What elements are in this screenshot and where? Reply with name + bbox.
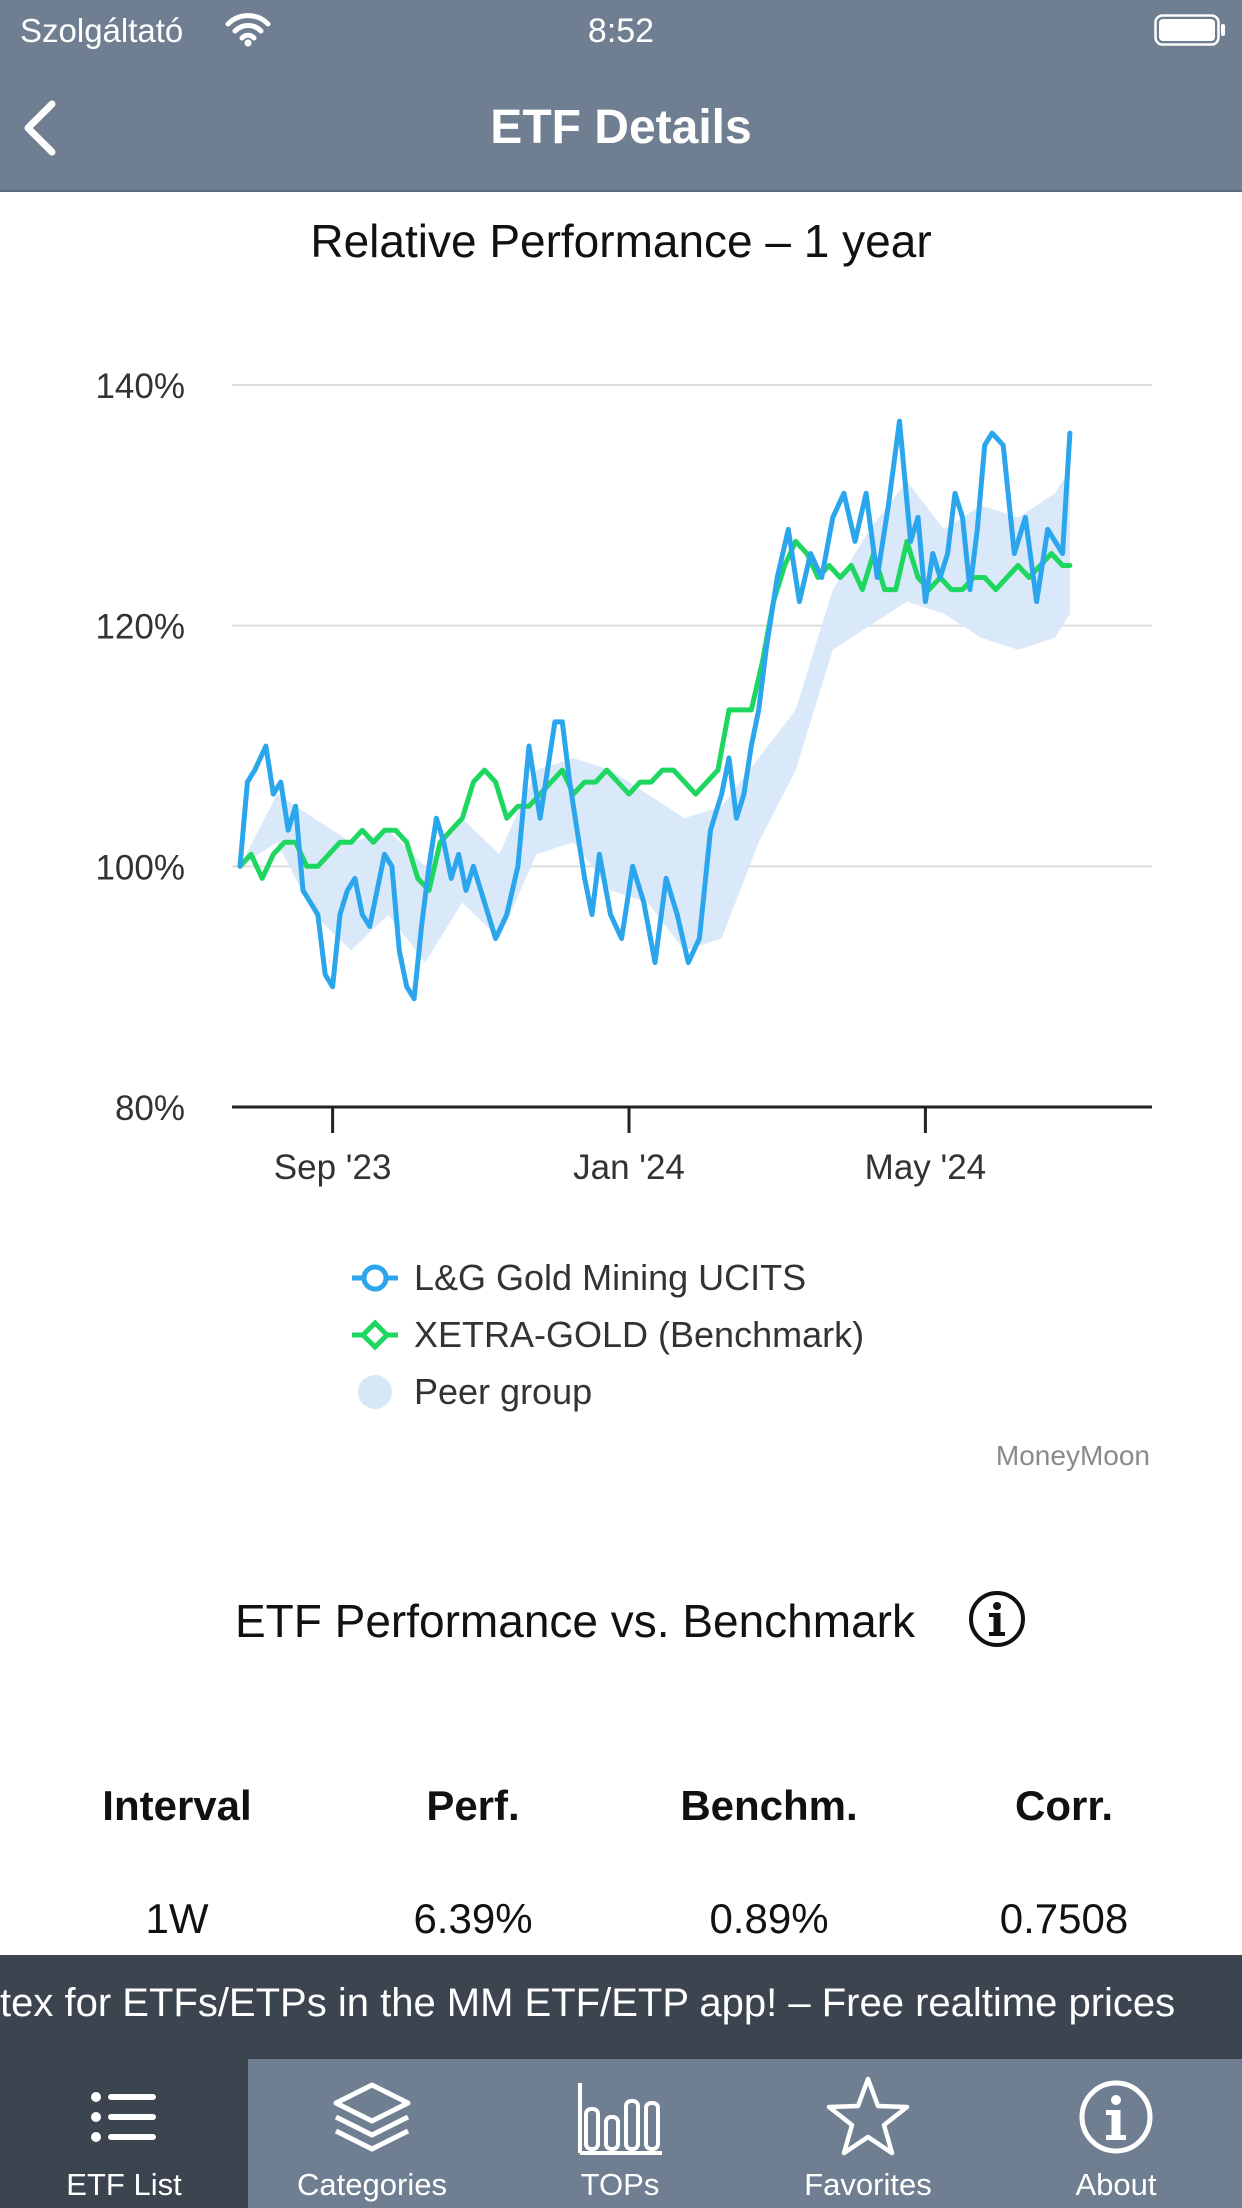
header-interval: Interval [102,1782,252,1829]
page-title: ETF Details [490,101,752,154]
table-header: Interval Perf. Benchm. Corr. [0,1782,1242,1842]
y-tick-label: 140% [95,367,185,406]
header-correlation: Corr. [1014,1782,1114,1829]
chart-title: Relative Performance – 1 year [310,215,932,267]
y-tick-label: 120% [95,608,185,647]
ticker-text: tex for ETFs/ETPs in the MM ETF/ETP app!… [0,1981,1176,2025]
y-tick-label: 80% [115,1089,185,1128]
legend-item-peer-group[interactable]: Peer group [350,1367,1050,1417]
diamond-marker-icon [352,1319,398,1351]
bar-chart-icon [578,2083,662,2155]
header-benchmark: Benchm. [680,1782,858,1829]
nav-bar: ETF Details [0,60,1242,192]
chart-credit: MoneyMoon [995,1440,1150,1471]
header-perf: Perf. [426,1782,520,1829]
tab-etf-list[interactable]: ETF List [0,2059,248,2208]
tab-about[interactable]: About [992,2059,1240,2208]
tab-label: Favorites [804,2167,932,2202]
status-bar: Szolgáltató 8:52 [0,0,1242,60]
layers-icon [333,2082,411,2152]
cell-perf: 6.39% [413,1895,533,1942]
performance-title: ETF Performance vs. Benchmark [235,1595,915,1647]
tab-label: ETF List [66,2167,182,2202]
legend-label: Peer group [414,1371,593,1412]
star-icon [826,2076,910,2156]
list-icon [91,2092,156,2142]
series-line-benchmark [237,538,1073,893]
y-tick-label: 100% [95,848,185,887]
performance-chart: 140% 120% 100% 80% Sep '23 Jan '24 May '24 [95,367,1152,1187]
cell-correlation: 0.7508 [999,1895,1129,1942]
info-circle-icon [1079,2080,1153,2154]
cell-benchmark: 0.89% [709,1895,829,1942]
peer-group-band [240,469,1070,963]
legend-item-benchmark[interactable]: XETRA-GOLD (Benchmark) [350,1310,1050,1360]
tab-label: About [1075,2167,1157,2202]
filled-circle-icon [358,1375,392,1409]
table-row: 1W 6.39% 0.89% 0.7508 [0,1895,1242,1955]
tab-label: Categories [297,2167,447,2202]
news-ticker[interactable]: tex for ETFs/ETPs in the MM ETF/ETP app!… [0,1955,1242,2059]
back-chevron-icon[interactable] [18,96,62,160]
legend-label: L&G Gold Mining UCITS [414,1257,807,1298]
tab-categories[interactable]: Categories [248,2059,496,2208]
legend-label: XETRA-GOLD (Benchmark) [414,1314,865,1355]
tab-tops[interactable]: TOPs [496,2059,744,2208]
circle-marker-icon [352,1264,398,1292]
legend-item-gold-mining[interactable]: L&G Gold Mining UCITS [350,1253,1050,1303]
battery-icon [1154,14,1225,46]
wifi-icon [225,13,271,47]
tab-favorites[interactable]: Favorites [744,2059,992,2208]
cell-interval: 1W [145,1895,209,1942]
carrier-label: Szolgáltató [20,12,184,49]
tab-bar: ETF List Categories TOPs Favorites [0,2059,1242,2208]
clock: 8:52 [587,12,655,50]
x-tick-label: Jan '24 [573,1148,685,1187]
x-tick-label: May '24 [865,1148,986,1187]
tab-label: TOPs [580,2167,660,2202]
info-icon[interactable] [968,1590,1026,1648]
series-line-gold-mining [237,418,1073,1002]
x-tick-label: Sep '23 [274,1148,392,1187]
